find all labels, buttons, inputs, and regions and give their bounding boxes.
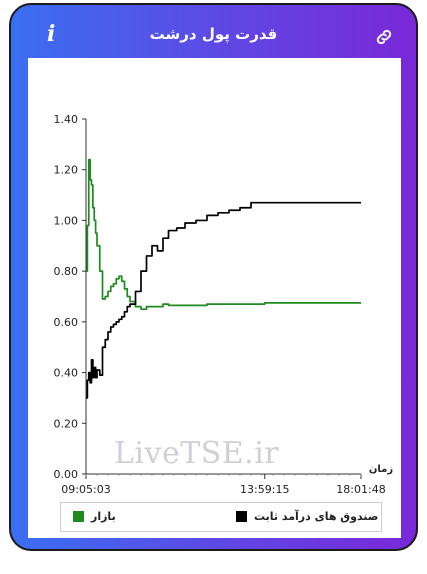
legend-item-fixed-income[interactable]: صندوق های درآمد ثابت bbox=[236, 510, 378, 523]
y-tick-label: 0.00 bbox=[54, 468, 79, 481]
x-tick-label: 18:01:48 bbox=[336, 483, 385, 496]
y-tick-label: 1.20 bbox=[54, 164, 79, 177]
legend-item-market[interactable]: بازار bbox=[73, 510, 116, 523]
x-tick-label: 13:59:15 bbox=[240, 483, 289, 496]
money-power-card: i قدرت پول درشت 1.40 1.20 1.00 0.80 0.60 0.40… bbox=[9, 3, 418, 551]
link-icon[interactable] bbox=[374, 27, 394, 47]
info-icon[interactable]: i bbox=[47, 21, 56, 47]
card-header: i قدرت پول درشت bbox=[11, 5, 416, 59]
y-tick-label: 0.40 bbox=[54, 367, 79, 380]
line-chart: 1.40 1.20 1.00 0.80 0.60 0.40 0.20 0.00 09:05:03… bbox=[54, 113, 394, 496]
chart-legend: صندوق های درآمد ثابت بازار bbox=[60, 502, 382, 532]
x-axis-label: زمان bbox=[369, 464, 393, 475]
chart-panel: 1.40 1.20 1.00 0.80 0.60 0.40 0.20 0.00 09:05:03… bbox=[28, 58, 401, 538]
y-tick-label: 0.60 bbox=[54, 316, 79, 329]
series-line-market bbox=[86, 158, 361, 311]
y-tick-label: 1.00 bbox=[54, 214, 79, 227]
legend-swatch-market bbox=[73, 511, 84, 522]
x-tick-label: 09:05:03 bbox=[61, 483, 110, 496]
y-tick-label: 0.80 bbox=[54, 265, 79, 278]
legend-swatch-fixed-income bbox=[236, 511, 247, 522]
legend-label-fixed-income: صندوق های درآمد ثابت bbox=[254, 510, 379, 523]
series-line-fixed-income bbox=[86, 201, 361, 399]
legend-label-market: بازار bbox=[91, 510, 116, 523]
watermark: LiveTSE.ir bbox=[114, 436, 280, 471]
y-tick-label: 0.20 bbox=[54, 417, 79, 430]
card-title: قدرت پول درشت bbox=[149, 25, 278, 43]
y-tick-label: 1.40 bbox=[54, 113, 79, 126]
